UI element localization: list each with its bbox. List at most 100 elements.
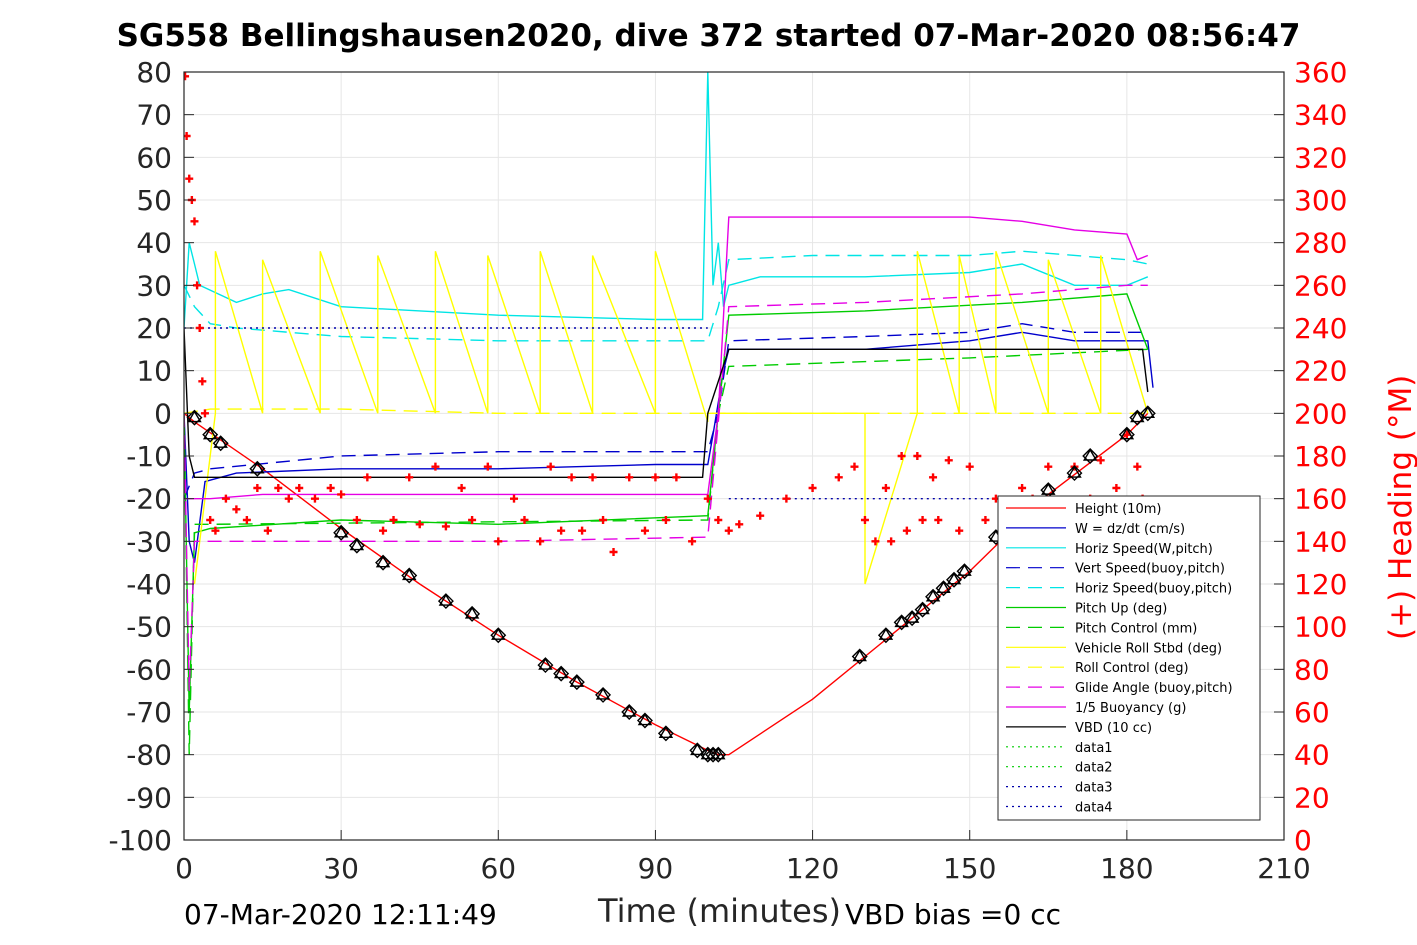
left-tick-label: -30 xyxy=(126,525,172,558)
series-line-11 xyxy=(184,327,1149,478)
legend-label-3: Vert Speed(buoy,pitch) xyxy=(1075,562,1225,577)
depth-marker xyxy=(1118,426,1135,443)
left-tick-label: 80 xyxy=(136,56,172,89)
end-timestamp: 07-Mar-2020 12:11:49 xyxy=(184,898,497,931)
right-tick-label: 300 xyxy=(1294,184,1347,217)
depth-marker xyxy=(375,554,392,571)
depth-marker xyxy=(333,524,350,541)
heading-point xyxy=(536,537,545,546)
x-tick-label: 120 xyxy=(786,852,839,885)
heading-point xyxy=(310,494,319,503)
heading-point xyxy=(1122,430,1131,439)
left-tick-label: -70 xyxy=(126,696,172,729)
heading-point xyxy=(887,537,896,546)
right-tick-label: 0 xyxy=(1294,824,1312,857)
depth-marker xyxy=(621,704,638,720)
left-tick-label: -40 xyxy=(126,568,172,601)
heading-point xyxy=(185,174,194,183)
depth-marker xyxy=(186,409,203,426)
depth-marker xyxy=(904,610,921,627)
legend-label-14: data3 xyxy=(1075,781,1113,796)
heading-point xyxy=(184,72,190,81)
legend-label-10: 1/5 Buoyancy (g) xyxy=(1075,701,1186,716)
left-tick-label: 0 xyxy=(154,397,172,430)
depth-marker xyxy=(710,746,727,763)
series-line-7 xyxy=(193,250,1149,585)
depth-marker xyxy=(636,712,653,729)
heading-point xyxy=(871,537,880,546)
legend-label-9: Glide Angle (buoy,pitch) xyxy=(1075,681,1233,696)
x-tick-label: 180 xyxy=(1100,852,1153,885)
heading-point xyxy=(389,516,398,524)
depth-marker xyxy=(437,593,454,610)
right-tick-label: 120 xyxy=(1294,568,1347,601)
legend-label-8: Roll Control (deg) xyxy=(1075,661,1189,676)
depth-marker xyxy=(946,571,962,588)
heading-point xyxy=(184,132,191,140)
right-tick-label: 280 xyxy=(1294,227,1347,260)
heading-point xyxy=(640,526,649,535)
legend-label-12: data1 xyxy=(1075,741,1113,756)
right-tick-label: 160 xyxy=(1294,483,1347,516)
heading-point xyxy=(441,522,450,531)
series-line-3 xyxy=(184,322,1148,499)
heading-point xyxy=(483,462,492,471)
depth-marker xyxy=(877,627,894,644)
x-tick-label: 60 xyxy=(480,852,516,885)
series-line-6 xyxy=(184,348,1148,755)
depth-marker xyxy=(202,426,219,443)
heading-point xyxy=(981,516,990,524)
depth-marker xyxy=(553,665,570,682)
heading-point xyxy=(735,520,744,529)
right-tick-label: 240 xyxy=(1294,312,1347,345)
heading-point xyxy=(431,462,440,471)
heading-point xyxy=(263,526,272,535)
legend-label-4: Horiz Speed(buoy,pitch) xyxy=(1075,582,1232,597)
heading-point xyxy=(274,484,283,492)
heading-point xyxy=(567,473,576,482)
right-tick-label: 360 xyxy=(1294,56,1347,89)
heading-point xyxy=(195,324,204,332)
heading-point xyxy=(415,520,424,529)
heading-point xyxy=(588,473,597,482)
depth-marker xyxy=(401,567,418,584)
heading-point xyxy=(756,511,765,520)
heading-point xyxy=(724,526,733,535)
vbd-bias-label: VBD bias =0 cc xyxy=(845,898,1061,931)
legend-label-7: Vehicle Roll Stbd (deg) xyxy=(1075,641,1222,656)
heading-point xyxy=(609,548,618,556)
heading-point xyxy=(860,516,869,524)
depth-marker xyxy=(464,605,481,622)
depth-marker xyxy=(914,601,931,618)
heading-point xyxy=(1133,462,1142,471)
legend-label-0: Height (10m) xyxy=(1075,502,1161,517)
depth-marker xyxy=(595,686,612,703)
legend-label-2: Horiz Speed(W,pitch) xyxy=(1075,542,1213,557)
x-tick-label: 210 xyxy=(1257,852,1310,885)
heading-point xyxy=(1096,456,1105,465)
series-line-9 xyxy=(184,284,1148,691)
heading-point xyxy=(198,377,207,386)
left-tick-label: 50 xyxy=(136,184,172,217)
left-tick-label: -60 xyxy=(126,653,172,686)
depth-marker xyxy=(249,460,266,477)
heading-point xyxy=(944,456,953,465)
heading-point xyxy=(1044,462,1053,471)
x-tick-label: 0 xyxy=(175,852,193,885)
left-tick-label: 30 xyxy=(136,269,172,302)
left-tick-label: -80 xyxy=(126,739,172,772)
heading-point xyxy=(965,462,974,471)
heading-point xyxy=(1018,484,1027,492)
heading-point xyxy=(850,462,859,471)
heading-point xyxy=(242,516,251,524)
heading-point xyxy=(714,516,723,524)
depth-marker xyxy=(657,725,674,742)
chart-title: SG558 Bellingshausen2020, dive 372 start… xyxy=(116,18,1301,54)
heading-point xyxy=(661,516,670,524)
depth-marker xyxy=(1082,448,1099,464)
heading-point xyxy=(520,516,529,524)
right-tick-label: 200 xyxy=(1294,397,1347,430)
heading-point xyxy=(599,516,608,524)
right-tick-label: 40 xyxy=(1294,739,1330,772)
